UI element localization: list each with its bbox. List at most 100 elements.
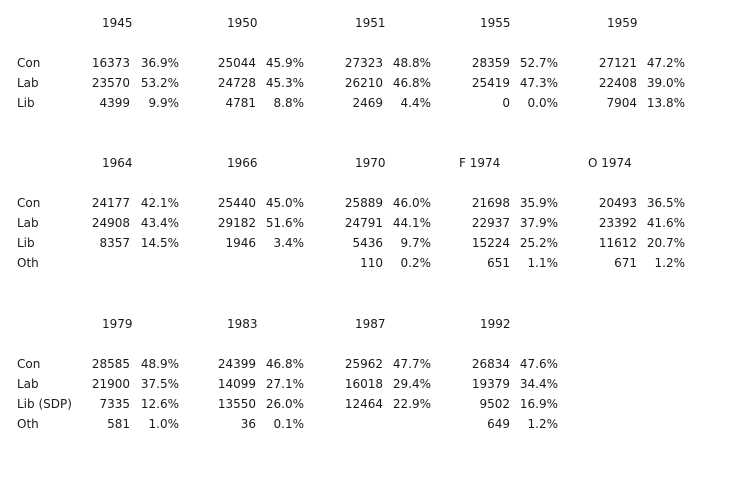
vote-share: 9.9%	[148, 96, 180, 110]
vote-count: 16018	[344, 377, 383, 391]
vote-share: 47.3%	[519, 76, 558, 90]
election-year: 1951	[355, 16, 386, 30]
vote-count: 12464	[344, 397, 383, 411]
election-year: 1950	[227, 16, 258, 30]
vote-count: 2469	[352, 96, 383, 110]
election-year: 1983	[227, 317, 258, 331]
vote-share: 8.8%	[273, 96, 305, 110]
vote-share: 34.4%	[519, 377, 558, 391]
election-year: 1964	[102, 156, 133, 170]
vote-count: 24728	[217, 76, 256, 90]
vote-share: 35.9%	[519, 196, 558, 210]
vote-count: 28359	[471, 56, 510, 70]
vote-count: 21698	[471, 196, 510, 210]
election-year: 1979	[102, 317, 133, 331]
vote-count: 25440	[217, 196, 256, 210]
vote-share: 37.9%	[519, 216, 558, 230]
vote-share: 48.8%	[392, 56, 431, 70]
vote-share: 12.6%	[140, 397, 179, 411]
vote-share: 4.4%	[400, 96, 432, 110]
vote-share: 46.0%	[392, 196, 431, 210]
vote-share: 46.8%	[392, 76, 431, 90]
vote-share: 43.4%	[140, 216, 179, 230]
vote-share: 36.9%	[140, 56, 179, 70]
vote-count: 24177	[91, 196, 130, 210]
vote-count: 9502	[479, 397, 510, 411]
vote-count: 23392	[598, 216, 637, 230]
vote-count: 651	[487, 256, 510, 270]
vote-count: 14099	[217, 377, 256, 391]
vote-share: 47.7%	[392, 357, 431, 371]
vote-count: 26210	[344, 76, 383, 90]
vote-share: 3.4%	[273, 236, 305, 250]
vote-share: 0.1%	[273, 417, 305, 431]
vote-count: 26834	[471, 357, 510, 371]
vote-share: 53.2%	[140, 76, 179, 90]
vote-share: 13.8%	[646, 96, 685, 110]
vote-share: 37.5%	[140, 377, 179, 391]
vote-share: 22.9%	[392, 397, 431, 411]
election-year: O 1974	[588, 156, 632, 170]
party-label: Lib	[17, 236, 35, 250]
vote-share: 52.7%	[519, 56, 558, 70]
vote-share: 45.9%	[265, 56, 304, 70]
party-label: Lib (SDP)	[17, 397, 72, 411]
vote-share: 1.2%	[654, 256, 686, 270]
vote-share: 14.5%	[140, 236, 179, 250]
vote-count: 23570	[91, 76, 130, 90]
vote-count: 29182	[217, 216, 256, 230]
vote-count: 21900	[91, 377, 130, 391]
vote-share: 45.0%	[265, 196, 304, 210]
vote-share: 1.2%	[527, 417, 559, 431]
party-label: Lib	[17, 96, 35, 110]
vote-share: 47.6%	[519, 357, 558, 371]
vote-count: 1946	[225, 236, 256, 250]
vote-count: 22937	[471, 216, 510, 230]
election-year: 1959	[607, 16, 638, 30]
party-label: Lab	[17, 377, 39, 391]
vote-count: 20493	[598, 196, 637, 210]
vote-share: 9.7%	[400, 236, 432, 250]
election-year: F 1974	[459, 156, 501, 170]
vote-count: 24791	[344, 216, 383, 230]
election-year: 1992	[480, 317, 511, 331]
vote-count: 8357	[99, 236, 130, 250]
vote-count: 4399	[99, 96, 130, 110]
vote-count: 11612	[598, 236, 637, 250]
vote-count: 0	[502, 96, 510, 110]
vote-share: 29.4%	[392, 377, 431, 391]
vote-count: 36	[240, 417, 256, 431]
vote-count: 27323	[344, 56, 383, 70]
vote-share: 0.0%	[527, 96, 559, 110]
vote-share: 26.0%	[265, 397, 304, 411]
vote-count: 110	[360, 256, 383, 270]
vote-count: 581	[107, 417, 130, 431]
vote-share: 25.2%	[519, 236, 558, 250]
vote-share: 45.3%	[265, 76, 304, 90]
vote-share: 36.5%	[646, 196, 685, 210]
vote-count: 15224	[471, 236, 510, 250]
election-year: 1966	[227, 156, 258, 170]
party-label: Oth	[17, 256, 39, 270]
vote-share: 16.9%	[519, 397, 558, 411]
vote-share: 41.6%	[646, 216, 685, 230]
vote-count: 16373	[91, 56, 130, 70]
party-label: Con	[17, 56, 41, 70]
election-year: 1987	[355, 317, 386, 331]
vote-count: 24399	[217, 357, 256, 371]
party-label: Lab	[17, 76, 39, 90]
vote-count: 25962	[344, 357, 383, 371]
vote-count: 4781	[225, 96, 256, 110]
vote-count: 25419	[471, 76, 510, 90]
vote-count: 671	[614, 256, 637, 270]
party-label: Lab	[17, 216, 39, 230]
vote-share: 42.1%	[140, 196, 179, 210]
vote-count: 24908	[91, 216, 130, 230]
vote-share: 39.0%	[646, 76, 685, 90]
vote-share: 20.7%	[646, 236, 685, 250]
vote-count: 649	[487, 417, 510, 431]
vote-share: 27.1%	[265, 377, 304, 391]
vote-share: 1.1%	[527, 256, 559, 270]
vote-count: 7335	[99, 397, 130, 411]
vote-share: 46.8%	[265, 357, 304, 371]
